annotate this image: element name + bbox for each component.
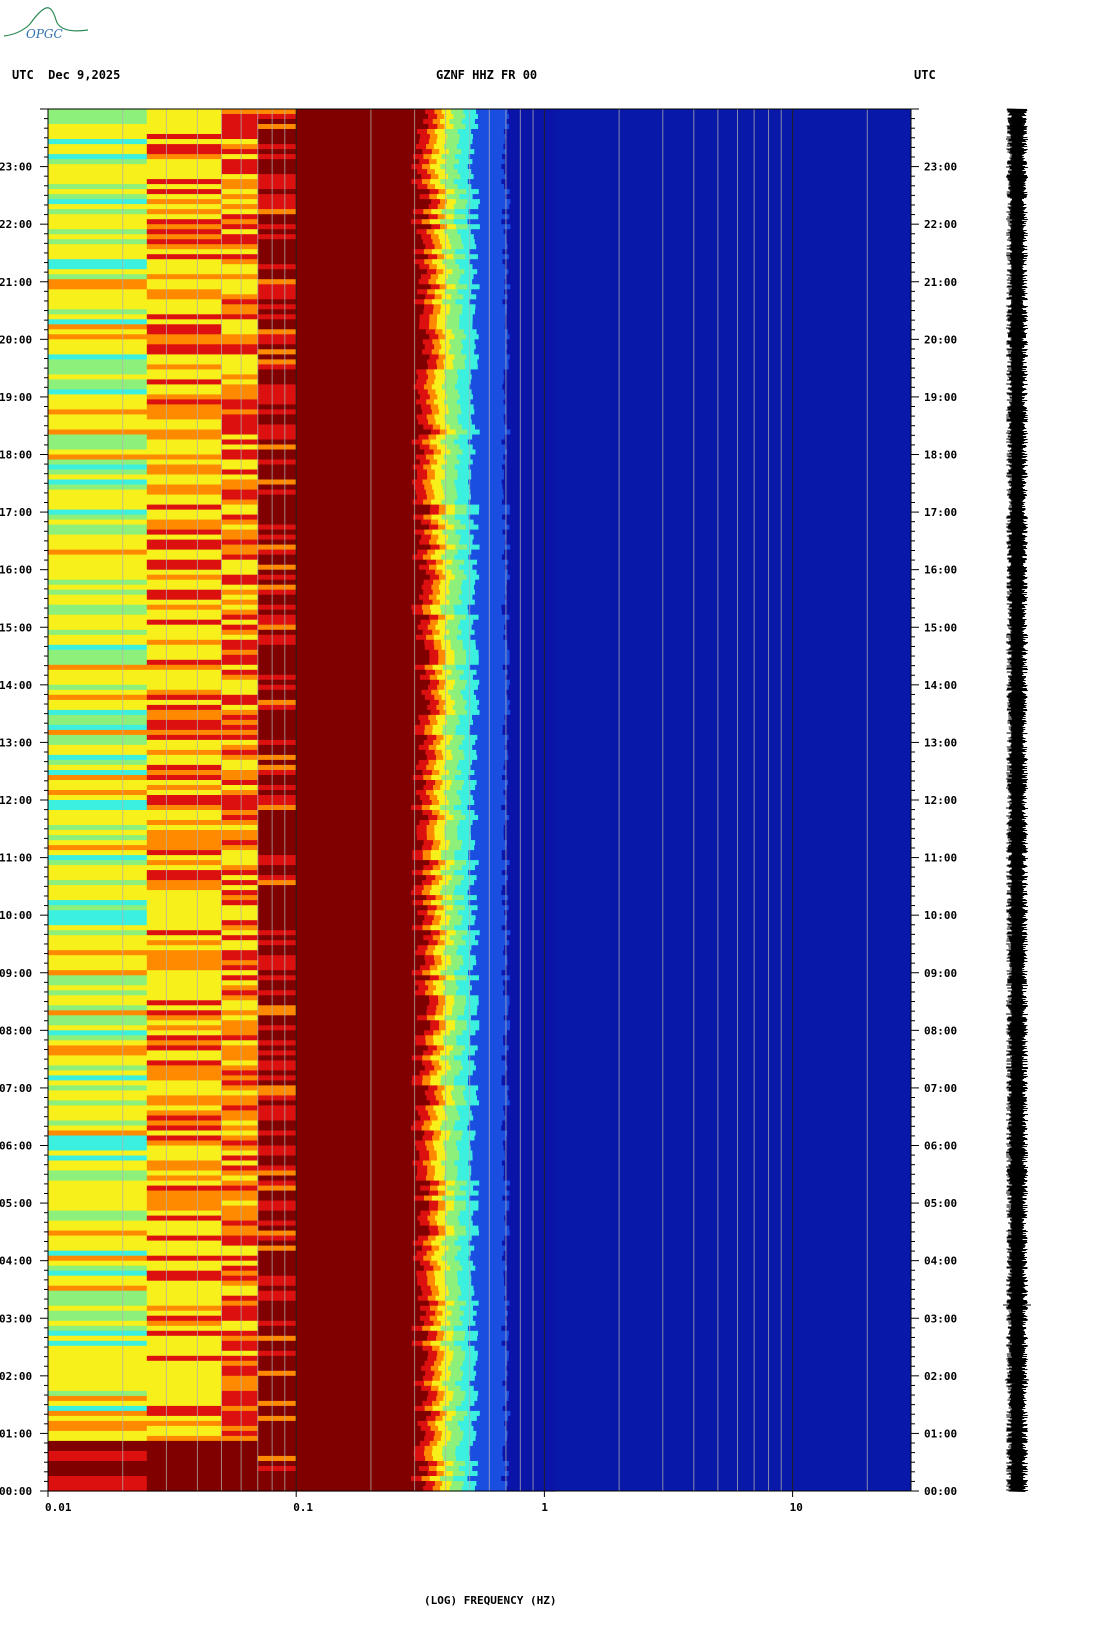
y-tick-label-right: 21:00 — [924, 276, 957, 289]
y-tick-label-left: 23:00 — [0, 161, 32, 174]
y-tick-label-right: 20:00 — [924, 333, 957, 346]
time-axis: 00:00 00:00 01:00 01:00 02:00 02:00 03:00 03:00… — [0, 108, 957, 1498]
y-tick-label-right: 14:00 — [924, 679, 957, 692]
y-tick-label-left: 01:00 — [0, 1427, 32, 1440]
opgc-logo: OPGC — [3, 7, 89, 41]
y-tick-label-right: 01:00 — [924, 1427, 957, 1440]
y-tick-label-right: 10:00 — [924, 909, 957, 922]
y-tick-label-left: 22:00 — [0, 218, 32, 231]
y-tick-label-left: 14:00 — [0, 679, 32, 692]
y-tick-label-right: 16:00 — [924, 564, 957, 577]
y-tick-label-left: 10:00 — [0, 909, 32, 922]
x-tick-label: 0.01 — [45, 1501, 72, 1514]
header-left-date: UTC Dec 9,2025 — [12, 68, 121, 82]
y-tick-label-left: 00:00 — [0, 1485, 32, 1498]
y-tick-label-left: 18:00 — [0, 449, 32, 462]
y-tick-label-left: 21:00 — [0, 276, 32, 289]
y-tick-label-right: 18:00 — [924, 449, 957, 462]
y-tick-label-left: 06:00 — [0, 1140, 32, 1153]
y-tick-label-right: 11:00 — [924, 852, 957, 865]
y-tick-label-left: 09:00 — [0, 967, 32, 980]
y-tick-label-left: 20:00 — [0, 333, 32, 346]
y-tick-label-left: 12:00 — [0, 794, 32, 807]
y-tick-label-right: 22:00 — [924, 218, 957, 231]
x-tick-label: 10 — [790, 1501, 803, 1514]
seismogram-waveform — [1005, 108, 1029, 1492]
x-tick-label: 0.1 — [293, 1501, 313, 1514]
header-right-utc: UTC — [914, 68, 936, 82]
y-tick-label-right: 04:00 — [924, 1255, 957, 1268]
y-tick-label-right: 15:00 — [924, 621, 957, 634]
y-tick-label-left: 16:00 — [0, 564, 32, 577]
y-tick-label-left: 19:00 — [0, 391, 32, 404]
svg-text:OPGC: OPGC — [26, 27, 63, 41]
y-tick-label-right: 00:00 — [924, 1485, 957, 1498]
y-tick-label-right: 17:00 — [924, 506, 957, 519]
y-tick-label-right: 03:00 — [924, 1312, 957, 1325]
frequency-axis: 0.01 0.1 1 10 — [45, 1491, 803, 1514]
y-tick-label-left: 15:00 — [0, 621, 32, 634]
y-tick-label-right: 13:00 — [924, 736, 957, 749]
y-tick-label-right: 09:00 — [924, 967, 957, 980]
seismogram-trace — [1003, 108, 1031, 1492]
y-tick-label-right: 12:00 — [924, 794, 957, 807]
frequency-gridlines — [47, 109, 868, 1491]
y-tick-label-right: 23:00 — [924, 161, 957, 174]
y-tick-label-left: 05:00 — [0, 1197, 32, 1210]
y-tick-label-right: 07:00 — [924, 1082, 957, 1095]
y-tick-label-left: 08:00 — [0, 1024, 32, 1037]
y-tick-label-left: 13:00 — [0, 736, 32, 749]
y-tick-label-right: 08:00 — [924, 1024, 957, 1037]
y-tick-label-right: 06:00 — [924, 1140, 957, 1153]
x-tick-label: 1 — [541, 1501, 548, 1514]
y-tick-label-right: 02:00 — [924, 1370, 957, 1383]
y-tick-label-left: 04:00 — [0, 1255, 32, 1268]
y-tick-label-right: 05:00 — [924, 1197, 957, 1210]
y-tick-label-left: 03:00 — [0, 1312, 32, 1325]
y-tick-label-right: 19:00 — [924, 391, 957, 404]
header-station-title: GZNF HHZ FR 00 — [436, 68, 538, 82]
y-tick-label-left: 11:00 — [0, 852, 32, 865]
y-tick-label-left: 02:00 — [0, 1370, 32, 1383]
y-tick-label-left: 17:00 — [0, 506, 32, 519]
y-tick-label-left: 07:00 — [0, 1082, 32, 1095]
